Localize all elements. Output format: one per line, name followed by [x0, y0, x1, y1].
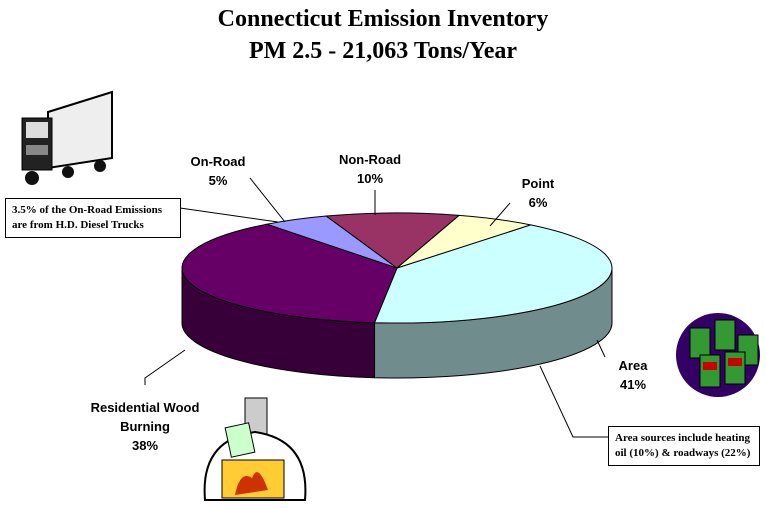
category-label: Non-Road [325, 150, 415, 169]
page: Connecticut Emission Inventory PM 2.5 - … [0, 0, 766, 508]
value-label: 41% [598, 375, 668, 394]
leader-line [145, 350, 185, 385]
barrels-icon [676, 313, 760, 397]
value-label: 10% [325, 169, 415, 188]
category-label: On-Road [178, 152, 258, 171]
value-label: 6% [503, 193, 573, 212]
fireplace-icon [205, 398, 306, 500]
chart-subtitle: PM 2.5 - 21,063 Tons/Year [0, 38, 766, 65]
leader-line [597, 340, 605, 357]
chart-title: Connecticut Emission Inventory [0, 6, 766, 33]
annotation: 3.5% of the On-Road Emissions are from H… [5, 198, 181, 238]
annotation: Area sources include heating oil (10%) &… [608, 426, 760, 466]
leader-line [180, 208, 278, 222]
category-label: Area [598, 356, 668, 375]
category-label: Residential Wood Burning [75, 398, 215, 436]
value-label: 5% [178, 171, 258, 190]
truck-icon [22, 92, 112, 185]
value-label: 38% [75, 436, 215, 455]
category-label: Point [503, 174, 573, 193]
